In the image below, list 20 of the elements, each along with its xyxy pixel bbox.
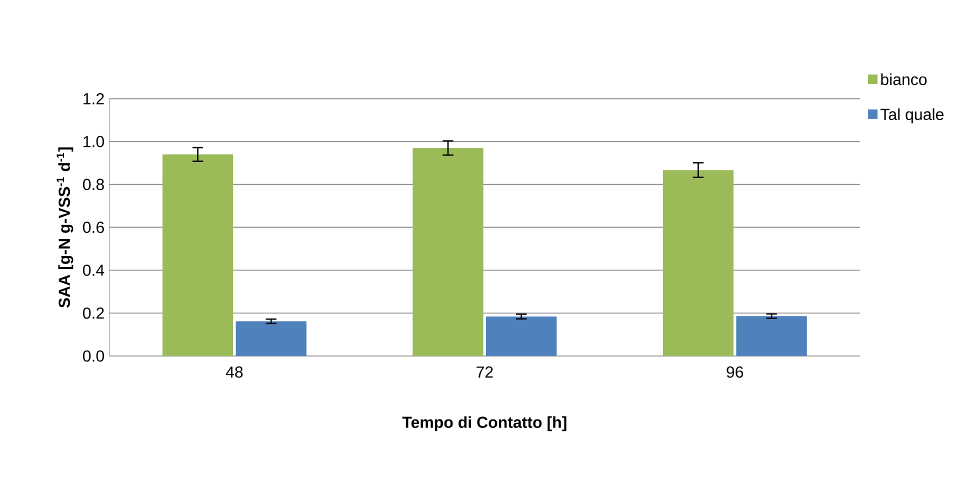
y-tick-label: 0.0 — [83, 350, 104, 362]
y-tick-label: 0.8 — [83, 178, 104, 190]
x-axis-title: Tempo di Contatto [h] — [402, 416, 566, 432]
y-tick-label: 1.0 — [84, 136, 104, 148]
x-tick-label: 72 — [476, 366, 493, 378]
bar — [486, 316, 557, 356]
bar — [162, 154, 234, 356]
bar — [236, 321, 306, 356]
y-tick-label: 1.2 — [84, 93, 104, 104]
bar — [412, 148, 484, 356]
y-tick-label: 0.2 — [83, 307, 104, 319]
bar — [662, 170, 734, 356]
x-tick-label: 48 — [226, 366, 243, 378]
y-tick-label: 0.4 — [83, 264, 104, 276]
bar — [736, 316, 807, 356]
y-tick-label: 0.6 — [83, 222, 104, 233]
legend-label: bianco — [881, 73, 927, 86]
x-tick-label: 96 — [726, 366, 744, 378]
y-axis-title: SAA [g-N g-VSS$^{-1}$ d$^{-1}$] — [56, 147, 74, 308]
legend-label: Tal quale — [880, 108, 944, 124]
